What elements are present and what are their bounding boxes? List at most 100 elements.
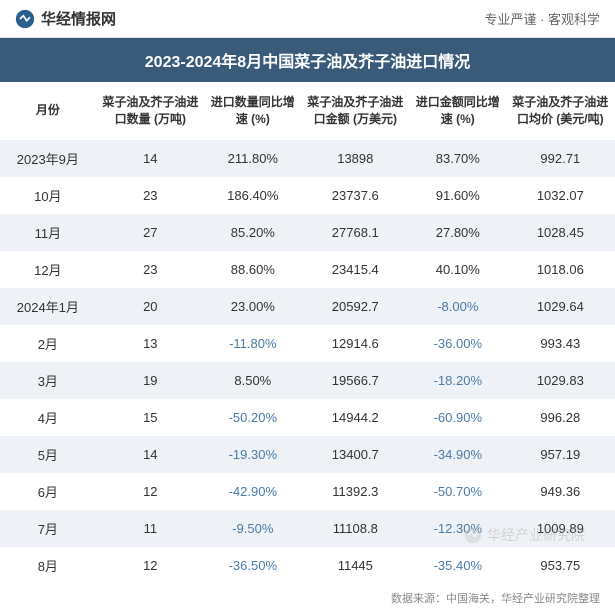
table-row: 2月13-11.80%12914.6-36.00%993.43 (0, 325, 615, 362)
cell-qty: 11 (96, 510, 205, 547)
cell-amount-growth: -35.40% (410, 547, 506, 584)
cell-month: 2月 (0, 325, 96, 362)
table-row: 2023年9月14211.80%1389883.70%992.71 (0, 140, 615, 177)
cell-amount-growth: 91.60% (410, 177, 506, 214)
cell-avg: 1032.07 (506, 177, 615, 214)
table-header-row: 月份 菜子油及芥子油进口数量 (万吨) 进口数量同比增速 (%) 菜子油及芥子油… (0, 82, 615, 140)
cell-month: 2024年1月 (0, 288, 96, 325)
cell-qty: 15 (96, 399, 205, 436)
cell-amount: 19566.7 (301, 362, 410, 399)
cell-avg: 992.71 (506, 140, 615, 177)
col-header-qty: 菜子油及芥子油进口数量 (万吨) (96, 82, 205, 140)
cell-qty-growth: -50.20% (205, 399, 301, 436)
cell-amount-growth: 27.80% (410, 214, 506, 251)
cell-qty-growth: 85.20% (205, 214, 301, 251)
cell-amount-growth: 83.70% (410, 140, 506, 177)
cell-month: 10月 (0, 177, 96, 214)
cell-qty: 14 (96, 436, 205, 473)
table-row: 5月14-19.30%13400.7-34.90%957.19 (0, 436, 615, 473)
cell-month: 4月 (0, 399, 96, 436)
cell-month: 2023年9月 (0, 140, 96, 177)
cell-amount: 23737.6 (301, 177, 410, 214)
cell-amount: 13400.7 (301, 436, 410, 473)
cell-avg: 1029.64 (506, 288, 615, 325)
cell-qty: 20 (96, 288, 205, 325)
logo-section: 华经情报网 (15, 8, 116, 29)
col-header-qty-growth: 进口数量同比增速 (%) (205, 82, 301, 140)
cell-amount-growth: -60.90% (410, 399, 506, 436)
cell-qty-growth: -42.90% (205, 473, 301, 510)
cell-amount-growth: -50.70% (410, 473, 506, 510)
table-body: 2023年9月14211.80%1389883.70%992.7110月2318… (0, 140, 615, 584)
table-row: 7月11-9.50%11108.8-12.30%1009.89 (0, 510, 615, 547)
cell-avg: 1028.45 (506, 214, 615, 251)
col-header-avg: 菜子油及芥子油进口均价 (美元/吨) (506, 82, 615, 140)
table-row: 3月198.50%19566.7-18.20%1029.83 (0, 362, 615, 399)
cell-amount-growth: -8.00% (410, 288, 506, 325)
cell-qty: 13 (96, 325, 205, 362)
cell-qty-growth: -36.50% (205, 547, 301, 584)
cell-qty-growth: 8.50% (205, 362, 301, 399)
chart-title: 2023-2024年8月中国菜子油及芥子油进口情况 (0, 38, 615, 82)
cell-amount: 11392.3 (301, 473, 410, 510)
table-row: 6月12-42.90%11392.3-50.70%949.36 (0, 473, 615, 510)
cell-amount: 23415.4 (301, 251, 410, 288)
data-source-footer: 数据来源：中国海关，华经产业研究院整理 (0, 584, 615, 612)
cell-amount: 14944.2 (301, 399, 410, 436)
cell-avg: 993.43 (506, 325, 615, 362)
table-row: 8月12-36.50%11445-35.40%953.75 (0, 547, 615, 584)
cell-amount: 20592.7 (301, 288, 410, 325)
cell-qty: 23 (96, 177, 205, 214)
logo-icon (15, 9, 35, 29)
cell-qty-growth: 186.40% (205, 177, 301, 214)
col-header-month: 月份 (0, 82, 96, 140)
page-header: 华经情报网 专业严谨 · 客观科学 (0, 0, 615, 38)
cell-month: 3月 (0, 362, 96, 399)
cell-amount: 27768.1 (301, 214, 410, 251)
cell-month: 11月 (0, 214, 96, 251)
cell-qty: 12 (96, 473, 205, 510)
cell-qty-growth: 23.00% (205, 288, 301, 325)
cell-amount-growth: -34.90% (410, 436, 506, 473)
cell-qty-growth: -9.50% (205, 510, 301, 547)
cell-month: 12月 (0, 251, 96, 288)
cell-amount: 11108.8 (301, 510, 410, 547)
cell-amount-growth: -36.00% (410, 325, 506, 362)
cell-month: 7月 (0, 510, 96, 547)
cell-month: 6月 (0, 473, 96, 510)
col-header-amount-growth: 进口金额同比增速 (%) (410, 82, 506, 140)
site-name: 华经情报网 (41, 8, 116, 29)
cell-month: 5月 (0, 436, 96, 473)
col-header-amount: 菜子油及芥子油进口金额 (万美元) (301, 82, 410, 140)
cell-avg: 1029.83 (506, 362, 615, 399)
cell-amount-growth: -12.30% (410, 510, 506, 547)
table-row: 11月2785.20%27768.127.80%1028.45 (0, 214, 615, 251)
data-table: 月份 菜子油及芥子油进口数量 (万吨) 进口数量同比增速 (%) 菜子油及芥子油… (0, 82, 615, 584)
cell-amount: 11445 (301, 547, 410, 584)
cell-qty: 19 (96, 362, 205, 399)
cell-amount-growth: 40.10% (410, 251, 506, 288)
cell-qty-growth: 211.80% (205, 140, 301, 177)
cell-avg: 949.36 (506, 473, 615, 510)
cell-avg: 996.28 (506, 399, 615, 436)
cell-qty-growth: -19.30% (205, 436, 301, 473)
table-row: 2024年1月2023.00%20592.7-8.00%1029.64 (0, 288, 615, 325)
tagline: 专业严谨 · 客观科学 (484, 9, 600, 28)
cell-qty: 12 (96, 547, 205, 584)
cell-amount: 13898 (301, 140, 410, 177)
cell-avg: 953.75 (506, 547, 615, 584)
cell-avg: 957.19 (506, 436, 615, 473)
table-row: 10月23186.40%23737.691.60%1032.07 (0, 177, 615, 214)
cell-qty: 27 (96, 214, 205, 251)
table-row: 4月15-50.20%14944.2-60.90%996.28 (0, 399, 615, 436)
cell-month: 8月 (0, 547, 96, 584)
cell-amount-growth: -18.20% (410, 362, 506, 399)
cell-qty: 23 (96, 251, 205, 288)
cell-amount: 12914.6 (301, 325, 410, 362)
cell-qty-growth: -11.80% (205, 325, 301, 362)
data-table-container: 月份 菜子油及芥子油进口数量 (万吨) 进口数量同比增速 (%) 菜子油及芥子油… (0, 82, 615, 584)
cell-qty-growth: 88.60% (205, 251, 301, 288)
cell-avg: 1009.89 (506, 510, 615, 547)
cell-qty: 14 (96, 140, 205, 177)
table-row: 12月2388.60%23415.440.10%1018.06 (0, 251, 615, 288)
